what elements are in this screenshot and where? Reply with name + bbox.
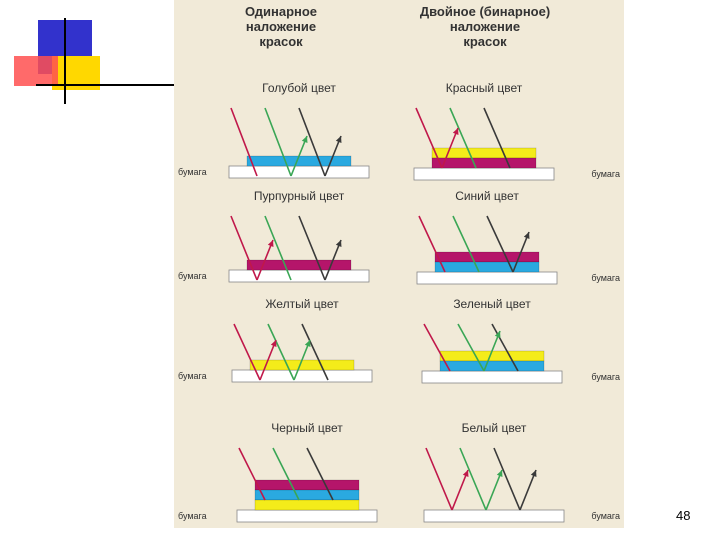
panel-magenta-reflected-red — [256, 239, 274, 281]
panel-red-paper — [413, 167, 555, 181]
panel-yellow-incoming-red — [233, 323, 261, 381]
panel-blue-reflected-dark-head — [523, 232, 530, 239]
panel-green-title: Зеленый цвет — [453, 297, 531, 311]
panel-blue-layer-magenta — [434, 251, 540, 263]
panel-magenta-title: Пурпурный цвет — [254, 189, 345, 203]
panel-green-incoming-dark — [491, 323, 519, 372]
panel-white-reflected-red — [451, 469, 469, 511]
panel-cyan-reflected-green — [290, 135, 308, 177]
panel-white-reflected-red-head — [462, 470, 469, 477]
panel-white-incoming-green — [459, 447, 487, 511]
deco-vertical-line — [64, 18, 66, 104]
panel-blue-paper — [416, 271, 558, 285]
panel-magenta-paper — [228, 269, 370, 283]
panel-magenta-incoming-dark — [298, 215, 326, 281]
panel-magenta-layer-magenta — [246, 259, 352, 271]
panel-white-incoming-dark — [493, 447, 521, 511]
panel-cyan-paper — [228, 165, 370, 179]
panel-red-incoming-dark — [483, 107, 511, 169]
panel-yellow-title: Желтый цвет — [265, 297, 339, 311]
panel-white-paper-label: бумага — [591, 511, 620, 521]
panel-red-incoming-green — [449, 107, 477, 169]
panel-yellow-reflected-green — [293, 339, 311, 381]
panel-yellow-paper — [231, 369, 373, 383]
panel-black-paper — [236, 509, 378, 523]
deco-horizontal-line — [36, 84, 174, 86]
panel-red-paper-label: бумага — [591, 169, 620, 179]
panel-red-reflected-red — [441, 127, 459, 169]
panel-green-paper-label: бумага — [591, 372, 620, 382]
panel-blue-reflected-dark — [512, 231, 530, 273]
panel-green-layer-cyan — [439, 360, 545, 372]
panel-cyan-incoming-green — [264, 107, 292, 177]
panel-white-reflected-dark-head — [530, 470, 537, 477]
panel-red-incoming-red — [415, 107, 443, 169]
panel-white-incoming-red — [425, 447, 453, 511]
panel-white-reflected-dark — [519, 469, 537, 511]
panel-red-reflected-red-head — [452, 128, 459, 135]
panel-magenta-reflected-dark-head — [335, 240, 342, 247]
panel-blue-layer-cyan — [434, 261, 540, 273]
header-double: Двойное (бинарное) наложение красок — [419, 4, 551, 49]
panel-blue-incoming-red — [418, 215, 446, 273]
panel-yellow-incoming-green — [267, 323, 295, 381]
panel-yellow-reflected-green-head — [304, 340, 311, 347]
page-number: 48 — [676, 508, 691, 523]
deco-red-square — [14, 56, 58, 86]
panel-blue-incoming-dark — [486, 215, 514, 273]
panel-blue-incoming-green — [452, 215, 480, 273]
panel-green-reflected-green — [483, 330, 501, 372]
panel-blue-paper-label: бумага — [591, 273, 620, 283]
header-single: Одинарное наложение красок — [244, 4, 318, 49]
panel-magenta-incoming-red — [230, 215, 258, 281]
panel-magenta-incoming-green — [264, 215, 292, 281]
diagram-panel: Одинарное наложение красок Двойное (бина… — [174, 0, 624, 528]
panel-white-reflected-green — [485, 469, 503, 511]
panel-cyan-reflected-green-head — [301, 136, 308, 143]
panel-green-paper — [421, 370, 563, 384]
panel-green-reflected-green-head — [494, 331, 501, 338]
panel-cyan-reflected-dark — [324, 135, 342, 177]
panel-cyan-reflected-dark-head — [335, 136, 342, 143]
panel-white-paper — [423, 509, 565, 523]
panel-cyan-title: Голубой цвет — [262, 81, 336, 95]
panel-black-layer-cyan — [254, 489, 360, 501]
panel-yellow-reflected-red — [259, 339, 277, 381]
panel-green-incoming-red — [423, 323, 451, 372]
panel-black-layer-yellow — [254, 499, 360, 511]
panel-magenta-reflected-dark — [324, 239, 342, 281]
panel-black-incoming-dark — [306, 447, 334, 501]
panel-blue-title: Синий цвет — [455, 189, 519, 203]
panel-black-paper-label: бумага — [178, 511, 207, 521]
panel-white-title: Белый цвет — [462, 421, 527, 435]
panel-magenta-paper-label: бумага — [178, 271, 207, 281]
panel-yellow-incoming-dark — [301, 323, 329, 381]
panel-yellow-paper-label: бумага — [178, 371, 207, 381]
panel-yellow-reflected-red-head — [270, 340, 277, 347]
color-overlay-diagram: Голубой цвет бумага Красный цвет бумага Пурп… — [178, 81, 620, 523]
panel-red-layer-magenta — [431, 157, 537, 169]
panel-cyan-incoming-red — [230, 107, 258, 177]
panel-green-incoming-green — [457, 323, 485, 372]
panel-black-incoming-green — [272, 447, 300, 501]
panel-red-title: Красный цвет — [446, 81, 523, 95]
panel-black-title: Черный цвет — [271, 421, 343, 435]
panel-magenta-reflected-red-head — [267, 240, 274, 247]
panel-cyan-paper-label: бумага — [178, 167, 207, 177]
panel-black-incoming-red — [238, 447, 266, 501]
panel-black-layer-magenta — [254, 479, 360, 491]
panel-white-reflected-green-head — [496, 470, 503, 477]
panel-cyan-incoming-dark — [298, 107, 326, 177]
